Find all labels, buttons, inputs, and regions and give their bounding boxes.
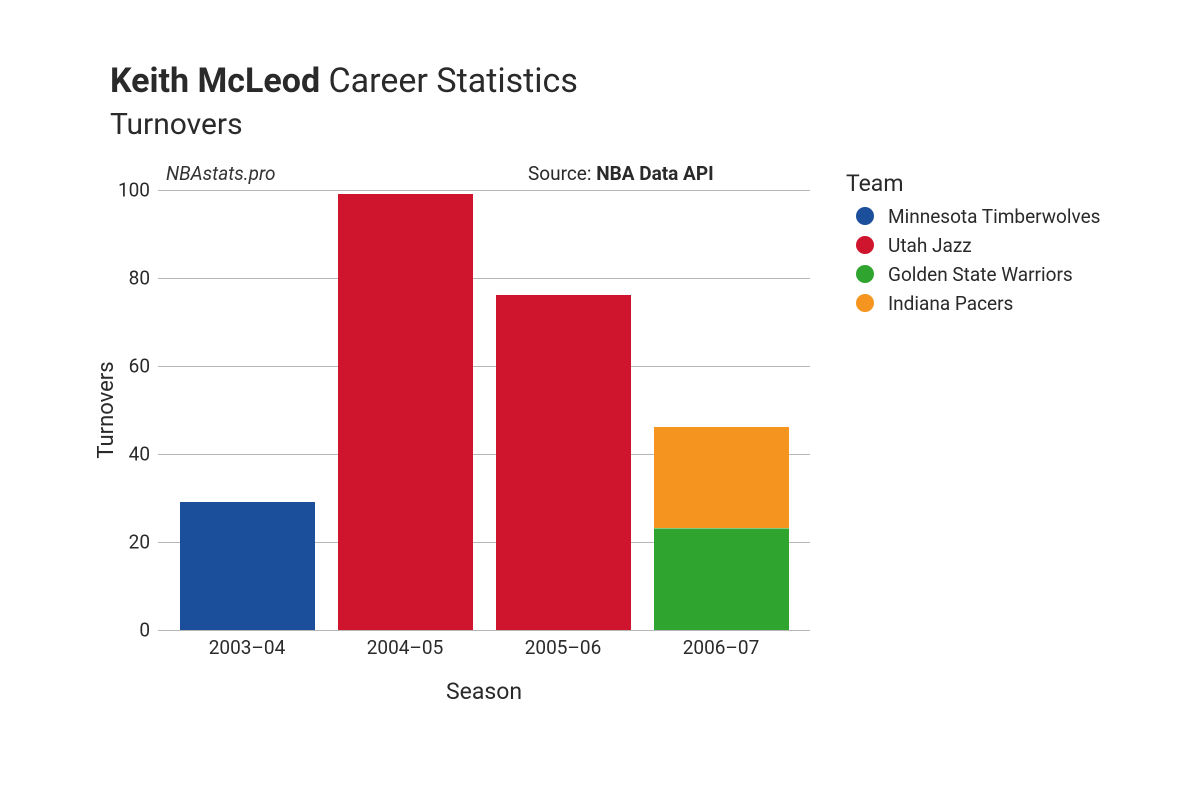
source-name: NBA Data API bbox=[596, 162, 713, 185]
y-tick-label: 20 bbox=[104, 530, 150, 553]
x-tick-labels: 2003–04 2004–05 2005–06 2006–07 bbox=[158, 636, 810, 659]
legend-item: Golden State Warriors bbox=[846, 263, 1100, 286]
legend-title: Team bbox=[846, 170, 1100, 197]
y-tick-label: 60 bbox=[104, 354, 150, 377]
player-name: Keith McLeod bbox=[110, 61, 320, 101]
legend: Team Minnesota Timberwolves Utah Jazz Gold… bbox=[846, 170, 1100, 321]
legend-label: Indiana Pacers bbox=[888, 292, 1013, 315]
chart-container: Keith McLeod Career Statistics Turnovers… bbox=[0, 0, 1200, 800]
source-prefix: Source: bbox=[528, 162, 596, 185]
legend-swatch bbox=[856, 294, 874, 312]
y-tick-label: 40 bbox=[104, 442, 150, 465]
legend-label: Utah Jazz bbox=[888, 234, 972, 257]
bar-column bbox=[654, 427, 789, 629]
chart-area: Turnovers 020406080100 2003–042004–05200… bbox=[110, 190, 810, 630]
bar-segment bbox=[338, 194, 473, 630]
y-tick-label: 0 bbox=[104, 618, 150, 641]
legend-swatch bbox=[856, 207, 874, 225]
plot-wrap: Turnovers 020406080100 2003–042004–05200… bbox=[110, 190, 1160, 630]
legend-swatch bbox=[856, 265, 874, 283]
title-suffix: Career Statistics bbox=[329, 61, 578, 101]
bar-segment bbox=[654, 427, 789, 528]
bar-segment bbox=[654, 528, 789, 629]
x-tick-label: 2004–05 bbox=[338, 636, 473, 659]
legend-items: Minnesota Timberwolves Utah Jazz Golden St… bbox=[846, 205, 1100, 315]
bars-group bbox=[158, 190, 810, 630]
gridline bbox=[158, 630, 810, 631]
chart-title-line1: Keith McLeod Career Statistics bbox=[110, 60, 1160, 103]
legend-item: Indiana Pacers bbox=[846, 292, 1100, 315]
legend-label: Golden State Warriors bbox=[888, 263, 1073, 286]
bar-segment bbox=[496, 295, 631, 629]
bar-column bbox=[496, 295, 631, 629]
source-credit: Source: NBA Data API bbox=[528, 162, 714, 185]
y-tick-label: 100 bbox=[104, 178, 150, 201]
title-block: Keith McLeod Career Statistics Turnovers bbox=[110, 60, 1160, 144]
legend-item: Minnesota Timberwolves bbox=[846, 205, 1100, 228]
y-tick-label: 80 bbox=[104, 266, 150, 289]
x-tick-label: 2005–06 bbox=[496, 636, 631, 659]
x-tick-label: 2003–04 bbox=[180, 636, 315, 659]
legend-label: Minnesota Timberwolves bbox=[888, 205, 1100, 228]
legend-item: Utah Jazz bbox=[846, 234, 1100, 257]
bar-segment bbox=[180, 502, 315, 630]
x-axis-title: Season bbox=[158, 678, 810, 705]
site-credit: NBAstats.pro bbox=[166, 162, 276, 185]
x-tick-label: 2006–07 bbox=[654, 636, 789, 659]
bar-column bbox=[180, 502, 315, 630]
chart-title-metric: Turnovers bbox=[110, 105, 1160, 144]
legend-swatch bbox=[856, 236, 874, 254]
bar-column bbox=[338, 194, 473, 630]
